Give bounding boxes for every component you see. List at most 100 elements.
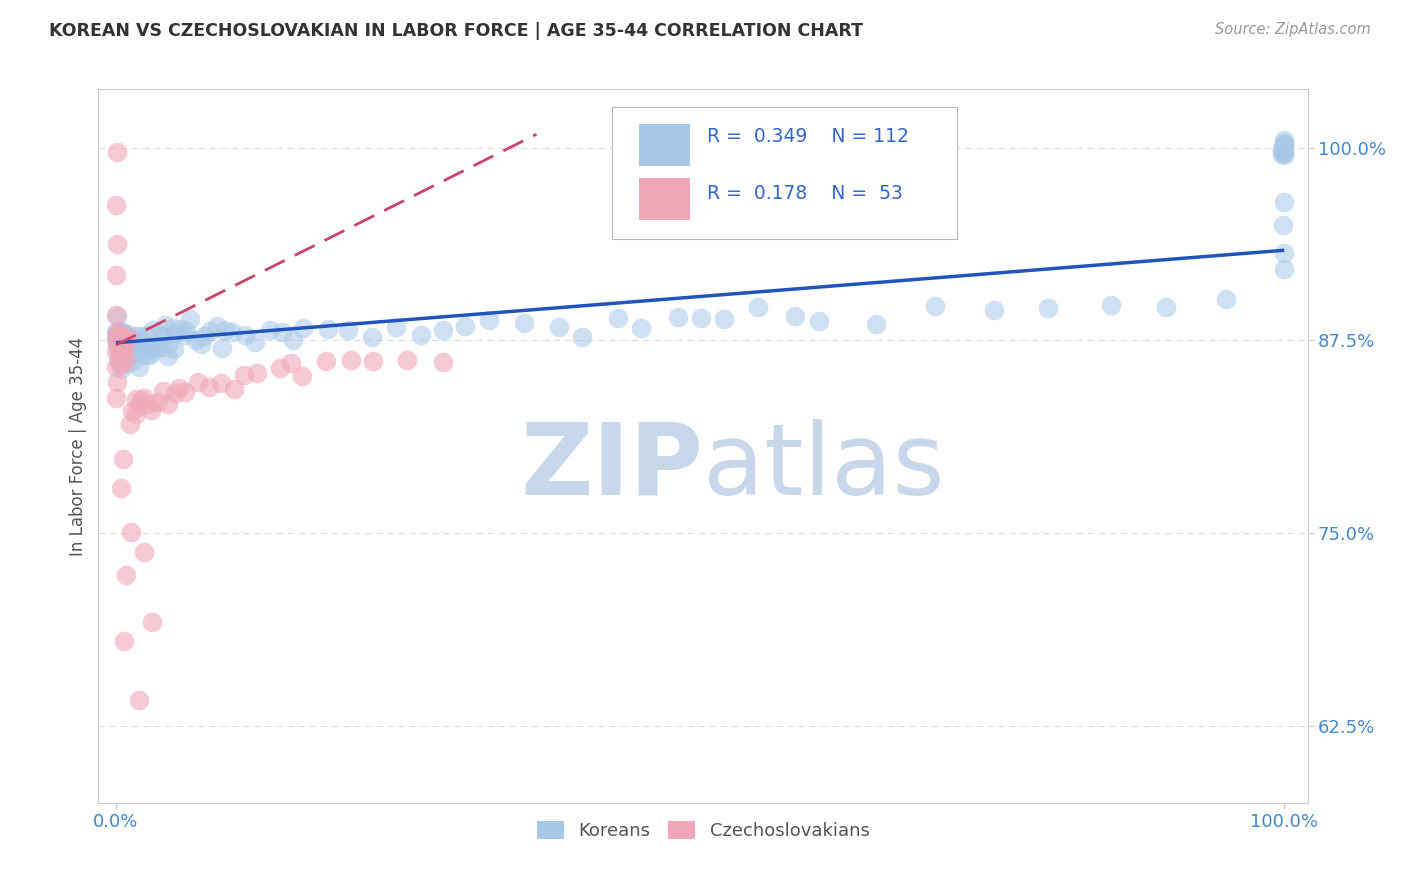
Point — [110, 481, 132, 495]
Point — [187, 375, 209, 389]
Point — [105, 360, 128, 375]
Point — [409, 327, 432, 342]
Point — [138, 340, 160, 354]
Point — [184, 333, 207, 347]
Point — [170, 321, 193, 335]
Point — [128, 328, 150, 343]
Point — [138, 397, 160, 411]
Point — [432, 355, 454, 369]
Point — [111, 344, 134, 359]
Point — [124, 392, 146, 406]
Point — [112, 337, 135, 351]
Point — [221, 325, 243, 339]
Point — [104, 268, 127, 283]
Point — [112, 329, 135, 343]
Y-axis label: In Labor Force | Age 35-44: In Labor Force | Age 35-44 — [69, 336, 87, 556]
Point — [336, 323, 359, 337]
Point — [1099, 298, 1122, 312]
Point — [1272, 145, 1295, 160]
Point — [783, 309, 806, 323]
Point — [129, 392, 152, 407]
Point — [571, 330, 593, 344]
Point — [179, 312, 201, 326]
Point — [385, 320, 408, 334]
Point — [118, 346, 141, 360]
Text: atlas: atlas — [703, 419, 945, 516]
Point — [149, 328, 172, 343]
Point — [108, 329, 131, 343]
Point — [214, 323, 236, 337]
Point — [105, 391, 128, 405]
Point — [174, 324, 197, 338]
Point — [124, 328, 146, 343]
Point — [105, 334, 128, 349]
Point — [361, 353, 384, 368]
Point — [107, 339, 129, 353]
Point — [157, 397, 180, 411]
Point — [747, 300, 769, 314]
Point — [110, 361, 132, 376]
Text: Source: ZipAtlas.com: Source: ZipAtlas.com — [1215, 22, 1371, 37]
Point — [193, 329, 215, 343]
Point — [110, 330, 132, 344]
Point — [115, 568, 138, 582]
Point — [107, 339, 129, 353]
Point — [630, 321, 652, 335]
Point — [1038, 301, 1060, 315]
Point — [1271, 142, 1294, 156]
Point — [146, 339, 169, 353]
Point — [104, 345, 127, 359]
Point — [128, 693, 150, 707]
Point — [690, 311, 713, 326]
Point — [157, 349, 180, 363]
Point — [107, 353, 129, 368]
Point — [108, 343, 131, 358]
Point — [152, 340, 174, 354]
Point — [142, 323, 165, 337]
Point — [1272, 261, 1295, 276]
Point — [118, 338, 141, 352]
Point — [115, 358, 138, 372]
Point — [361, 330, 384, 344]
Point — [233, 368, 256, 382]
Point — [269, 360, 291, 375]
Point — [115, 352, 138, 367]
Point — [1272, 139, 1295, 153]
Point — [141, 615, 163, 630]
Point — [513, 317, 536, 331]
Point — [207, 319, 229, 334]
Point — [120, 417, 142, 432]
Point — [1272, 246, 1295, 260]
Point — [169, 381, 191, 395]
Point — [121, 403, 143, 417]
Text: ZIP: ZIP — [520, 419, 703, 516]
Point — [280, 356, 302, 370]
Point — [125, 407, 148, 421]
Text: KOREAN VS CZECHOSLOVAKIAN IN LABOR FORCE | AGE 35-44 CORRELATION CHART: KOREAN VS CZECHOSLOVAKIAN IN LABOR FORCE… — [49, 22, 863, 40]
Point — [107, 324, 129, 338]
Point — [135, 327, 157, 342]
Point — [117, 346, 139, 360]
Point — [259, 323, 281, 337]
Point — [110, 325, 132, 339]
Point — [270, 326, 292, 340]
Point — [666, 310, 689, 325]
Point — [163, 326, 186, 341]
Point — [139, 348, 162, 362]
Point — [198, 380, 221, 394]
Point — [924, 299, 946, 313]
Point — [1272, 195, 1295, 210]
Point — [209, 376, 232, 390]
Point — [104, 325, 127, 339]
Point — [1271, 147, 1294, 161]
Point — [136, 346, 159, 360]
Point — [121, 354, 143, 368]
Point — [115, 329, 138, 343]
Point — [105, 237, 128, 252]
Point — [548, 320, 571, 334]
Point — [124, 340, 146, 354]
Point — [124, 338, 146, 352]
Point — [124, 333, 146, 347]
Point — [291, 321, 314, 335]
Point — [165, 385, 187, 400]
